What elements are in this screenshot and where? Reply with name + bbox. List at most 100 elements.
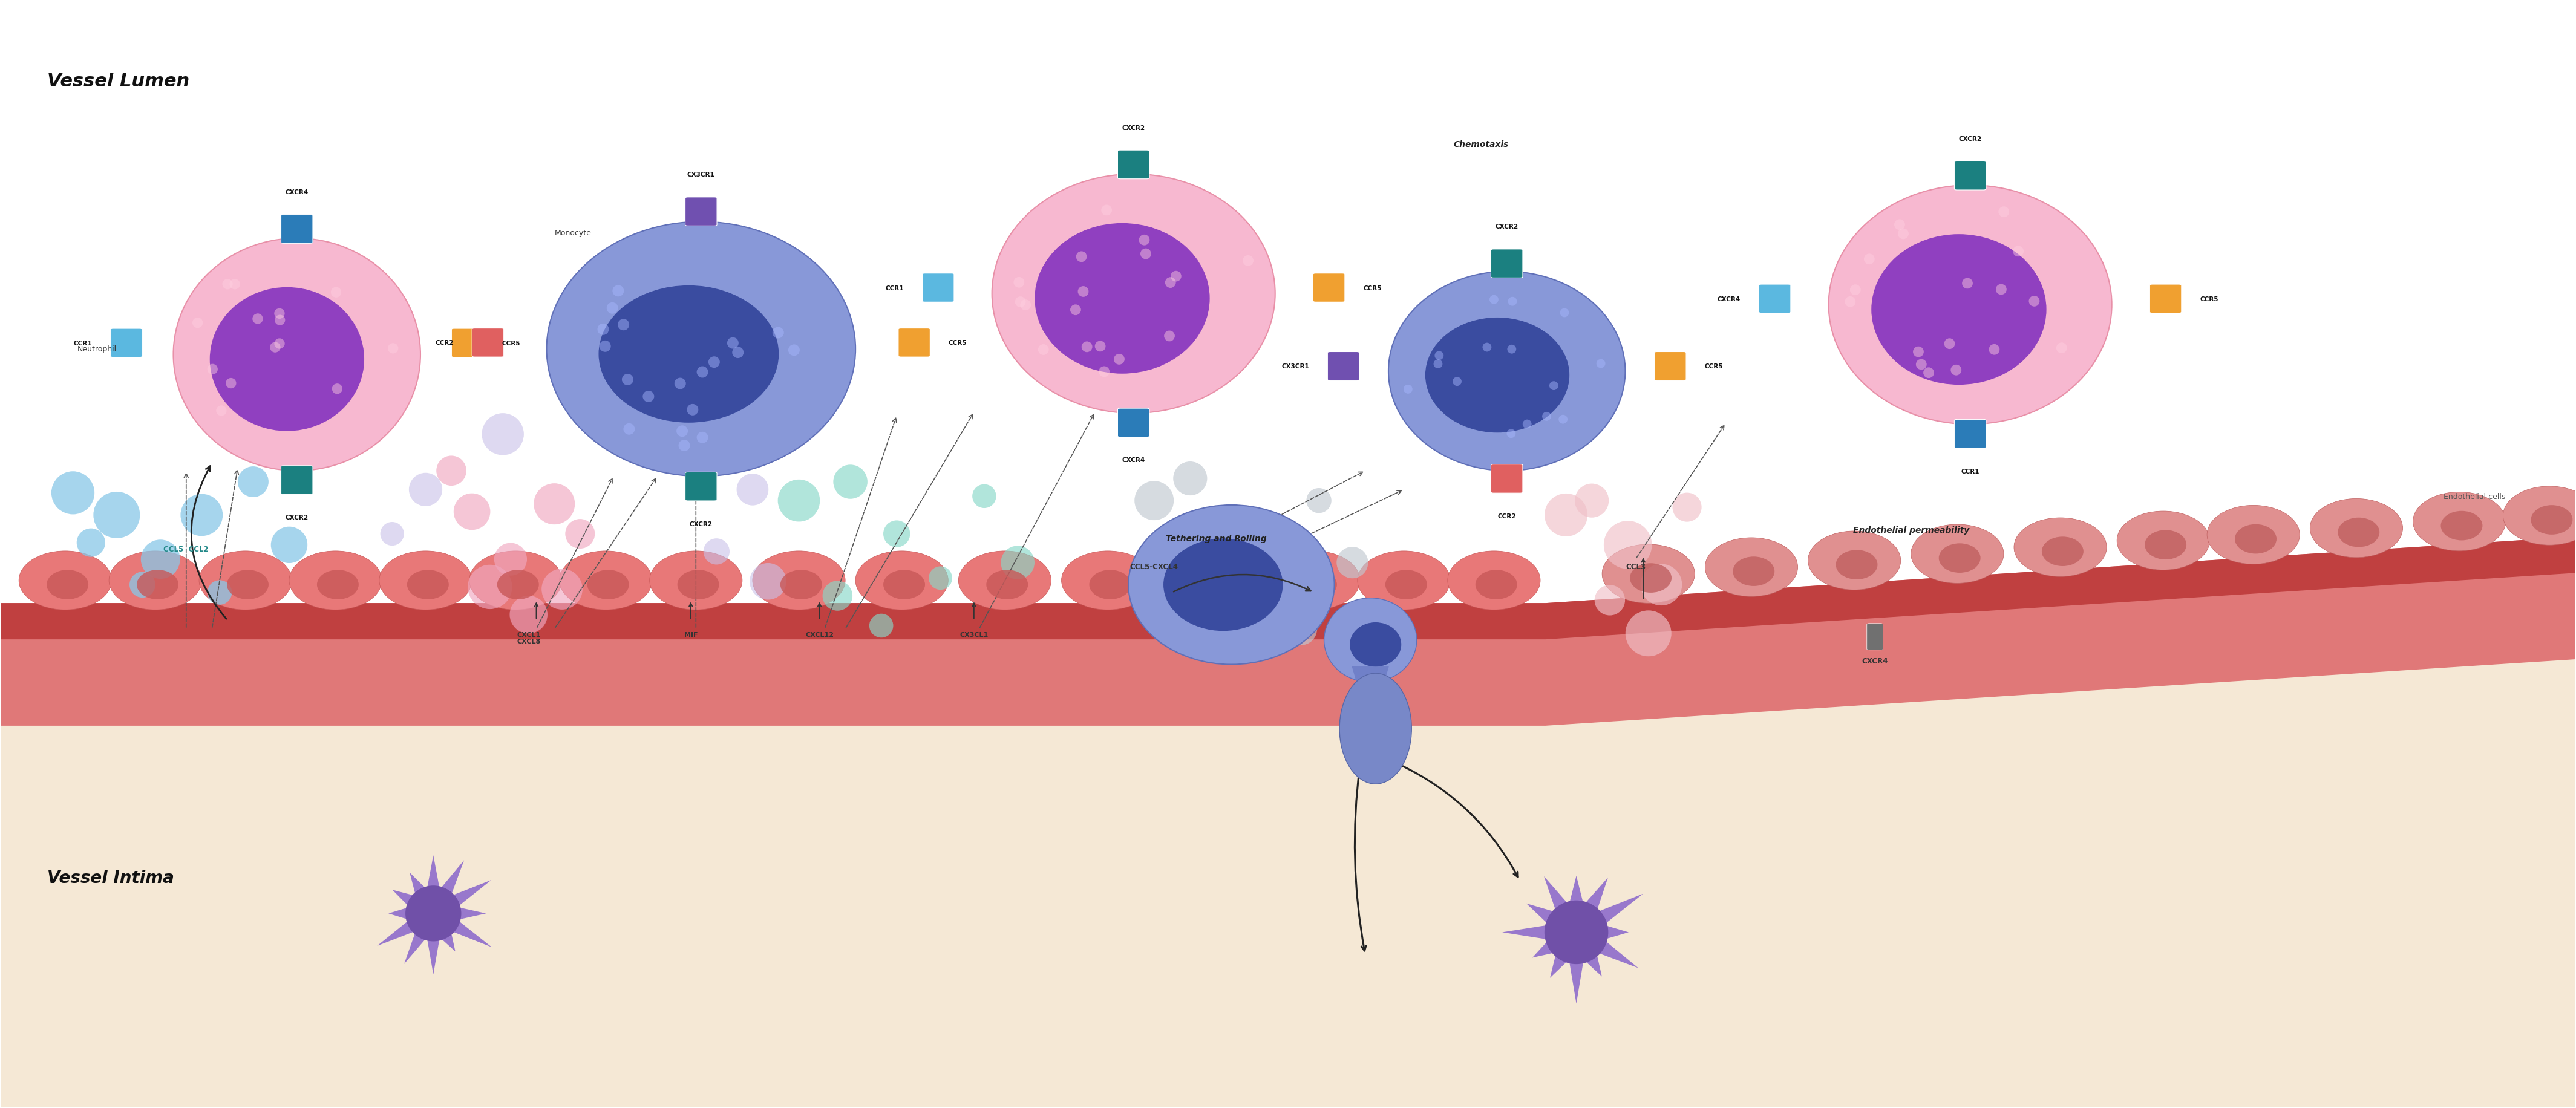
Ellipse shape	[1252, 556, 1298, 601]
Ellipse shape	[1077, 287, 1090, 297]
Ellipse shape	[1164, 552, 1257, 611]
Ellipse shape	[2311, 499, 2403, 557]
FancyBboxPatch shape	[1327, 352, 1360, 381]
Ellipse shape	[1561, 309, 1569, 318]
Ellipse shape	[1038, 345, 1048, 356]
FancyBboxPatch shape	[111, 329, 142, 358]
Text: CCR1: CCR1	[75, 340, 93, 347]
Text: CCR5: CCR5	[1363, 285, 1381, 291]
Ellipse shape	[1543, 412, 1551, 421]
FancyBboxPatch shape	[1955, 420, 1986, 449]
Ellipse shape	[726, 338, 739, 349]
Ellipse shape	[404, 885, 461, 942]
Ellipse shape	[930, 566, 953, 591]
Text: Chemotaxis: Chemotaxis	[1453, 141, 1510, 148]
Ellipse shape	[533, 484, 574, 525]
Ellipse shape	[222, 279, 232, 290]
Ellipse shape	[497, 571, 538, 599]
Ellipse shape	[598, 286, 778, 423]
Ellipse shape	[2208, 505, 2300, 564]
Polygon shape	[1352, 667, 1388, 685]
Ellipse shape	[688, 404, 698, 416]
Ellipse shape	[992, 175, 1275, 413]
Ellipse shape	[781, 571, 822, 599]
Ellipse shape	[137, 571, 178, 599]
Text: CCR5: CCR5	[1705, 363, 1723, 369]
Ellipse shape	[750, 563, 786, 599]
Ellipse shape	[1164, 538, 1283, 632]
Text: CCR5: CCR5	[502, 340, 520, 347]
Ellipse shape	[1489, 296, 1499, 305]
Ellipse shape	[273, 309, 286, 319]
Ellipse shape	[227, 571, 268, 599]
Ellipse shape	[1850, 285, 1860, 296]
Ellipse shape	[884, 521, 909, 547]
Bar	[0, 726, 2576, 1107]
Ellipse shape	[1940, 544, 1981, 573]
Ellipse shape	[1170, 271, 1182, 283]
Ellipse shape	[773, 327, 783, 339]
Ellipse shape	[1945, 339, 1955, 349]
Ellipse shape	[737, 474, 768, 505]
Text: CXCR4: CXCR4	[1718, 296, 1741, 302]
Ellipse shape	[1095, 341, 1105, 352]
Ellipse shape	[209, 581, 232, 605]
Text: CXCR4: CXCR4	[1123, 458, 1146, 463]
Ellipse shape	[1100, 367, 1110, 378]
FancyBboxPatch shape	[1759, 285, 1790, 314]
Ellipse shape	[541, 570, 582, 609]
Ellipse shape	[613, 286, 623, 297]
Ellipse shape	[1595, 585, 1625, 616]
Ellipse shape	[2146, 531, 2187, 560]
Ellipse shape	[564, 520, 595, 548]
Ellipse shape	[1432, 360, 1443, 369]
Text: CXCR2: CXCR2	[1494, 224, 1517, 229]
Text: Monocyte: Monocyte	[554, 229, 590, 237]
Ellipse shape	[1924, 368, 1935, 379]
FancyBboxPatch shape	[1955, 162, 1986, 191]
Ellipse shape	[868, 614, 894, 638]
Ellipse shape	[644, 391, 654, 402]
Ellipse shape	[1522, 420, 1533, 429]
Ellipse shape	[129, 572, 155, 598]
Ellipse shape	[675, 378, 685, 390]
Ellipse shape	[510, 596, 549, 634]
Ellipse shape	[1285, 613, 1316, 646]
Ellipse shape	[1950, 365, 1960, 376]
Ellipse shape	[1388, 271, 1625, 471]
Ellipse shape	[1996, 285, 2007, 295]
Ellipse shape	[732, 347, 744, 359]
FancyBboxPatch shape	[685, 197, 716, 226]
Ellipse shape	[1267, 552, 1360, 611]
Ellipse shape	[252, 314, 263, 325]
Ellipse shape	[1350, 623, 1401, 667]
Ellipse shape	[1597, 359, 1605, 369]
Ellipse shape	[987, 571, 1028, 599]
Ellipse shape	[2339, 517, 2380, 547]
Ellipse shape	[971, 484, 997, 509]
Ellipse shape	[2014, 519, 2107, 577]
Ellipse shape	[1605, 521, 1651, 570]
Ellipse shape	[495, 543, 528, 576]
Ellipse shape	[2043, 537, 2084, 566]
Text: CXCR2: CXCR2	[286, 514, 309, 521]
Ellipse shape	[1090, 571, 1131, 599]
Ellipse shape	[1899, 229, 1909, 239]
Ellipse shape	[2530, 505, 2573, 535]
Ellipse shape	[469, 552, 562, 611]
Ellipse shape	[1448, 552, 1540, 611]
Ellipse shape	[317, 571, 358, 599]
Ellipse shape	[1340, 674, 1412, 784]
Ellipse shape	[2056, 342, 2066, 353]
Ellipse shape	[677, 571, 719, 599]
Ellipse shape	[1870, 235, 2045, 386]
Ellipse shape	[227, 378, 237, 389]
Ellipse shape	[855, 552, 948, 611]
FancyBboxPatch shape	[1492, 249, 1522, 278]
Ellipse shape	[2414, 492, 2506, 551]
Ellipse shape	[1229, 620, 1255, 647]
Ellipse shape	[1453, 378, 1461, 387]
Ellipse shape	[1546, 901, 1607, 964]
Ellipse shape	[788, 345, 799, 357]
Ellipse shape	[289, 552, 381, 611]
